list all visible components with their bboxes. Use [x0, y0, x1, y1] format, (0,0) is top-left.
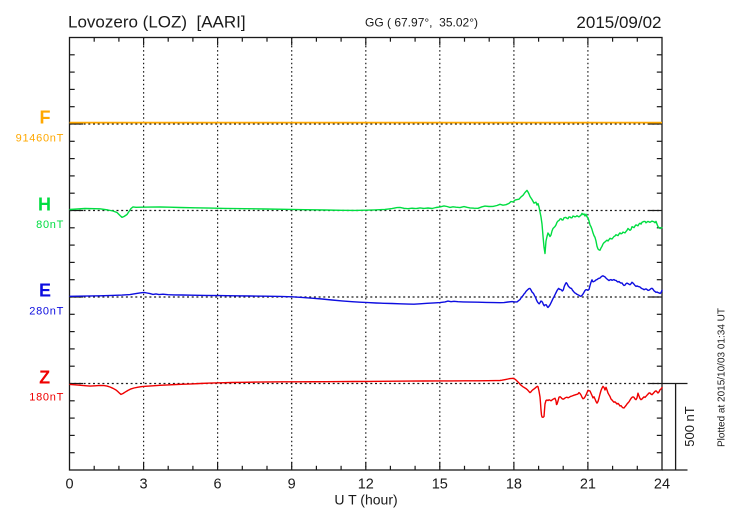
svg-text:6: 6	[214, 476, 222, 492]
svg-text:H: H	[38, 195, 51, 215]
svg-text:U T (hour): U T (hour)	[334, 491, 397, 507]
svg-text:12: 12	[358, 476, 374, 492]
svg-text:24: 24	[654, 476, 670, 492]
svg-text:280nT: 280nT	[29, 305, 64, 317]
svg-text:9: 9	[288, 476, 296, 492]
svg-text:80nT: 80nT	[36, 219, 64, 231]
svg-text:Plotted at 2015/10/03 01:34 UT: Plotted at 2015/10/03 01:34 UT	[717, 308, 728, 447]
svg-text:15: 15	[432, 476, 448, 492]
svg-text:GG ( 67.97°, 35.02°): GG ( 67.97°, 35.02°)	[365, 15, 478, 29]
svg-text:180nT: 180nT	[29, 392, 64, 404]
svg-text:3: 3	[140, 476, 148, 492]
svg-text:500 nT: 500 nT	[682, 406, 697, 447]
svg-text:Z: Z	[39, 368, 50, 388]
svg-text:Lovozero (LOZ) [AARI]: Lovozero (LOZ) [AARI]	[68, 12, 246, 31]
svg-text:F: F	[40, 108, 51, 128]
svg-text:18: 18	[506, 476, 522, 492]
svg-text:91460nT: 91460nT	[16, 133, 64, 145]
svg-text:0: 0	[65, 476, 73, 492]
svg-text:21: 21	[580, 476, 596, 492]
svg-text:E: E	[39, 281, 51, 301]
svg-text:2015/09/02: 2015/09/02	[576, 13, 661, 32]
